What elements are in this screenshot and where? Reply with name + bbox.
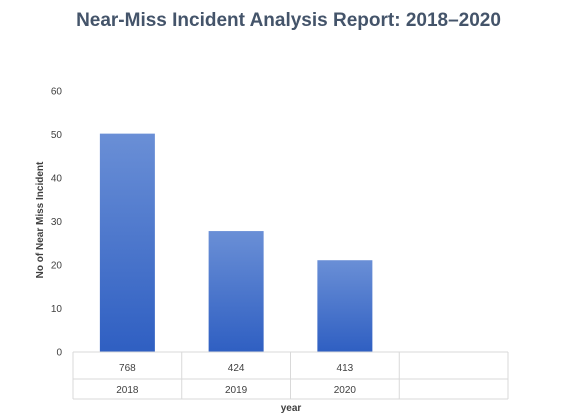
y-tick-label: 50 — [51, 130, 63, 141]
y-tick-label: 30 — [51, 217, 63, 228]
bar-2018 — [99, 133, 155, 352]
x-tick-label: 2020 — [334, 385, 357, 396]
y-axis-title: No of Near Miss Incident — [35, 161, 46, 278]
table-value-2019: 424 — [228, 363, 245, 374]
x-tick-label: 2018 — [116, 385, 139, 396]
y-tick-label: 20 — [51, 261, 63, 272]
y-axis: 0 10 20 30 40 50 60 — [51, 87, 63, 359]
table-value-2018: 768 — [119, 363, 136, 374]
y-tick-label: 10 — [51, 304, 63, 315]
bars — [99, 133, 373, 352]
x-axis-title: year — [281, 403, 302, 414]
y-tick-label: 40 — [51, 174, 63, 185]
chart-title: Near-Miss Incident Analysis Report: 2018… — [76, 10, 501, 31]
bar-2019 — [208, 231, 264, 352]
bar-2020 — [317, 260, 373, 352]
data-table: 768 2018 424 2019 413 2020 — [72, 351, 509, 400]
y-tick-label: 0 — [56, 348, 62, 359]
x-tick-label: 2019 — [225, 385, 248, 396]
table-value-2020: 413 — [337, 363, 354, 374]
y-tick-label: 60 — [51, 87, 63, 98]
